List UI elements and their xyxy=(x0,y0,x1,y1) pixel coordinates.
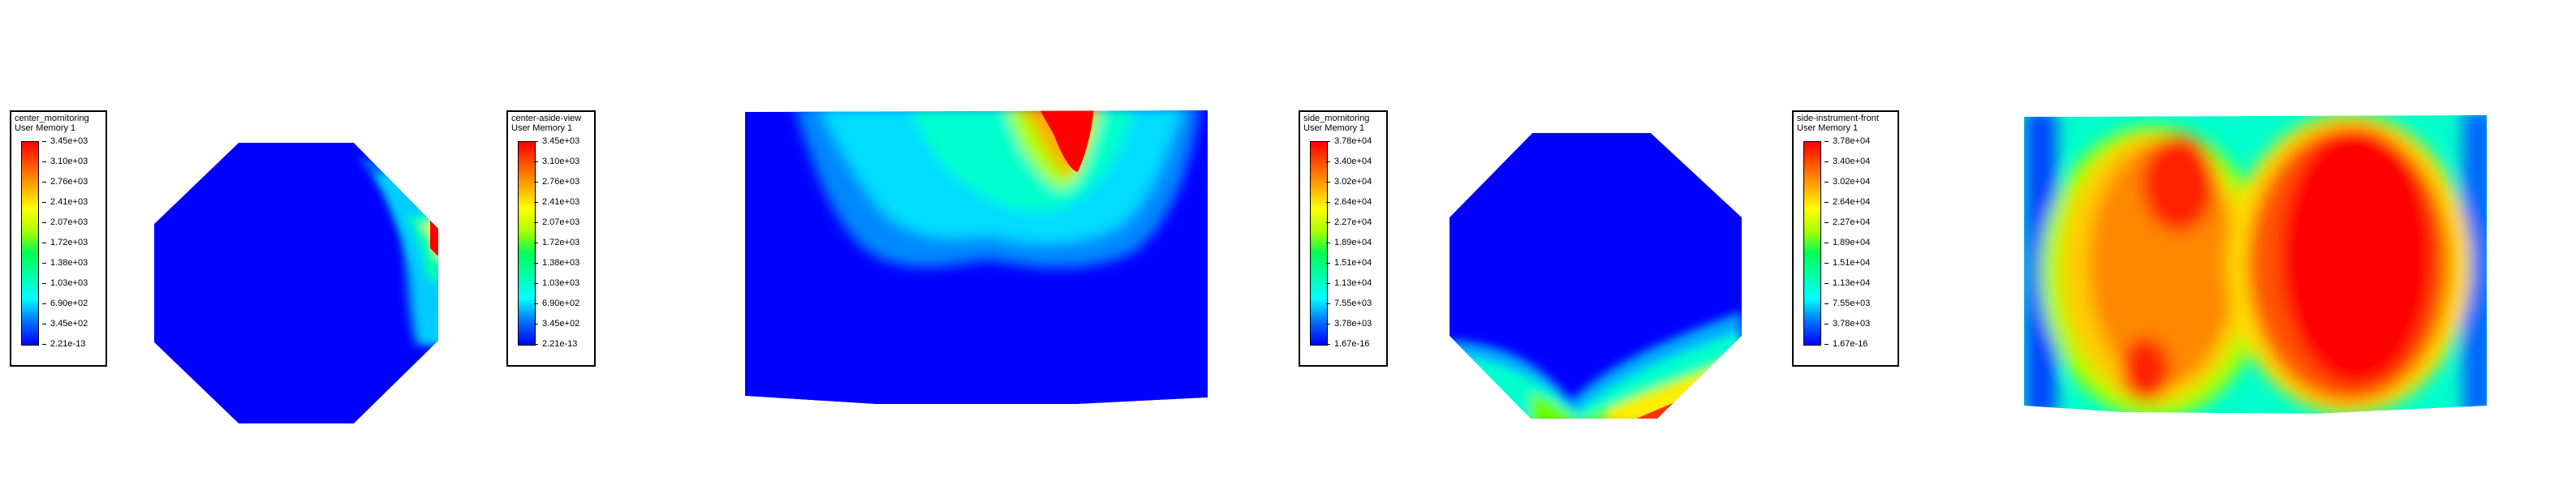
colorbar-legend-center-mornitoring: center_mornitoring User Memory 1 3.45e+0… xyxy=(10,110,107,367)
contour-plot-center-mornitoring xyxy=(154,143,438,423)
tick-label: 1.38e+03 xyxy=(533,258,580,268)
tick-label: 3.78e+03 xyxy=(1325,319,1372,329)
tick-label: 1.03e+03 xyxy=(533,278,580,288)
tick-label: 1.89e+04 xyxy=(1824,238,1871,247)
tick-label: 2.27e+04 xyxy=(1824,217,1871,227)
tick-label: 2.21e-13 xyxy=(533,339,578,349)
tick-label: 6.90e+02 xyxy=(533,299,580,308)
color-scale-bar xyxy=(21,141,39,346)
tick-label: 3.10e+03 xyxy=(533,157,580,166)
tick-label: 1.13e+04 xyxy=(1824,278,1871,288)
tick-label: 3.02e+04 xyxy=(1325,177,1372,187)
colorbar-legend-side-mornitoring: side_mornitoring User Memory 1 3.78e+04 … xyxy=(1299,110,1388,367)
legend-subtitle: User Memory 1 xyxy=(1797,123,1859,133)
tick-label: 3.45e+02 xyxy=(41,319,88,329)
color-scale-bar xyxy=(1310,141,1328,346)
tick-label: 2.41e+03 xyxy=(41,197,88,207)
tick-label: 1.51e+04 xyxy=(1824,258,1871,268)
color-scale-bar xyxy=(1803,141,1821,346)
legend-subtitle: User Memory 1 xyxy=(511,123,573,133)
tick-label: 3.40e+04 xyxy=(1325,157,1372,166)
color-scale-bar xyxy=(518,141,536,346)
tick-label: 1.67e-16 xyxy=(1824,339,1868,349)
tick-label: 1.51e+04 xyxy=(1325,258,1372,268)
tick-label: 1.89e+04 xyxy=(1325,238,1372,247)
tick-label: 3.78e+04 xyxy=(1824,136,1871,146)
tick-label: 2.64e+04 xyxy=(1824,197,1871,207)
tick-label: 2.76e+03 xyxy=(41,177,88,187)
tick-label: 2.07e+03 xyxy=(41,217,88,227)
colorbar-legend-side-instrument-front: side-instrument-front User Memory 1 3.78… xyxy=(1792,110,1899,367)
tick-label: 2.76e+03 xyxy=(533,177,580,187)
tick-label: 3.45e+03 xyxy=(533,136,580,146)
tick-label: 2.27e+04 xyxy=(1325,217,1372,227)
legend-title: side_mornitoring xyxy=(1303,114,1370,123)
tick-label: 3.78e+04 xyxy=(1325,136,1372,146)
tick-label: 2.21e-13 xyxy=(41,339,86,349)
contour-plot-side-instrument-front xyxy=(2024,115,2487,414)
legend-title: center_mornitoring xyxy=(15,114,89,123)
tick-label: 1.13e+04 xyxy=(1325,278,1372,288)
tick-label: 1.72e+03 xyxy=(41,238,88,247)
tick-label: 3.45e+03 xyxy=(41,136,88,146)
tick-label: 7.55e+03 xyxy=(1824,299,1871,308)
tick-label: 2.41e+03 xyxy=(533,197,580,207)
legend-subtitle: User Memory 1 xyxy=(15,123,76,133)
legend-subtitle: User Memory 1 xyxy=(1303,123,1365,133)
tick-label: 2.07e+03 xyxy=(533,217,580,227)
tick-label: 2.64e+04 xyxy=(1325,197,1372,207)
tick-label: 3.02e+04 xyxy=(1824,177,1871,187)
legend-title: side-instrument-front xyxy=(1797,114,1879,123)
tick-label: 1.67e-16 xyxy=(1325,339,1370,349)
contour-plot-side-mornitoring xyxy=(1450,133,1742,419)
tick-label: 1.03e+03 xyxy=(41,278,88,288)
tick-label: 3.10e+03 xyxy=(41,157,88,166)
tick-label: 3.78e+03 xyxy=(1824,319,1871,329)
tick-label: 1.38e+03 xyxy=(41,258,88,268)
tick-label: 1.72e+03 xyxy=(533,238,580,247)
tick-label: 6.90e+02 xyxy=(41,299,88,308)
contour-plot-center-aside-view xyxy=(745,110,1208,404)
tick-label: 3.45e+02 xyxy=(533,319,580,329)
tick-label: 3.40e+04 xyxy=(1824,157,1871,166)
tick-label: 7.55e+03 xyxy=(1325,299,1372,308)
colorbar-legend-center-aside-view: center-aside-view User Memory 1 3.45e+03… xyxy=(506,110,596,367)
legend-title: center-aside-view xyxy=(511,114,582,123)
